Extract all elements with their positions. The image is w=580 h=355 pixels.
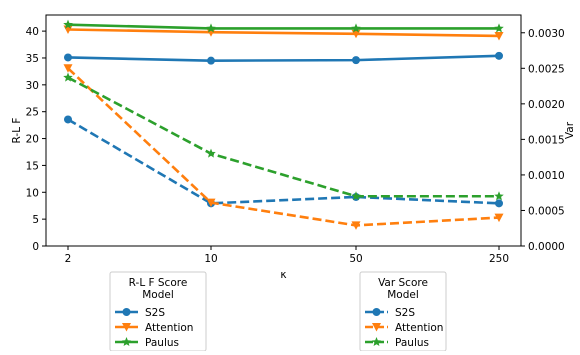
legend-item-label: Attention xyxy=(145,322,193,334)
data-point-attention xyxy=(494,31,504,41)
left-y-axis-label: R-L F xyxy=(11,118,23,144)
legend-marker xyxy=(121,337,132,347)
legend-title: Model xyxy=(387,289,419,301)
plot-frame xyxy=(45,14,522,247)
series-line-paulus-dashed xyxy=(67,76,499,198)
data-point-s2s xyxy=(495,199,503,208)
right-y-tick-label: 0.0000 xyxy=(528,241,565,253)
left-y-tick-label: 10 xyxy=(26,187,39,199)
right-y-tick-label: 0.0005 xyxy=(528,205,565,217)
series-line-attention-solid xyxy=(67,28,500,38)
axes-layer: 2 10 50 250 κ 0 5 10 15 20 25 30 35 40 R-L F 0.0000 0.00… xyxy=(11,14,576,281)
data-point-paulus xyxy=(206,23,216,33)
legend-marker xyxy=(372,323,381,332)
right-y-tick-label: 0.0020 xyxy=(528,99,565,111)
series-line-paulus-solid xyxy=(67,23,499,30)
data-point-paulus xyxy=(494,191,504,201)
right-y-tick-label: 0.0015 xyxy=(528,134,565,146)
right-y-tick-label: 0.0025 xyxy=(528,63,565,75)
legend-marker xyxy=(372,308,381,316)
data-point-paulus xyxy=(494,23,504,33)
legend-item-label: Attention xyxy=(395,322,443,334)
x-tick-label: 50 xyxy=(349,253,362,265)
series-line-attention-dashed xyxy=(67,67,500,227)
legend-marker xyxy=(371,337,382,347)
legend-title: R-L F Score xyxy=(129,277,188,289)
data-point-attention xyxy=(494,213,504,223)
data-point-s2s xyxy=(352,56,360,65)
data-point-s2s xyxy=(64,115,72,124)
series-line-s2s-dashed xyxy=(67,118,500,205)
x-tick-label: 10 xyxy=(204,253,217,265)
right-y-tick-label: 0.0010 xyxy=(528,170,565,182)
data-point-s2s xyxy=(64,53,72,62)
left-y-tick-label: 35 xyxy=(26,53,39,65)
x-axis-label: κ xyxy=(280,269,286,281)
legend-item-label: Paulus xyxy=(145,337,179,349)
data-point-attention xyxy=(206,198,216,208)
left-y-tick-label: 5 xyxy=(32,214,39,226)
series-line-s2s-solid xyxy=(67,54,500,62)
legend-marker xyxy=(122,308,131,316)
right-y-axis-label: Var xyxy=(564,121,576,139)
data-point-attention xyxy=(63,64,73,73)
left-y-tick-label: 20 xyxy=(26,134,39,146)
data-point-paulus xyxy=(63,19,73,29)
data-point-paulus xyxy=(206,148,216,158)
data-point-paulus xyxy=(351,191,361,201)
data-point-attention xyxy=(351,221,361,230)
series-layer xyxy=(63,19,504,230)
data-point-paulus xyxy=(63,72,73,82)
legend-item-label: Paulus xyxy=(395,337,429,349)
left-y-tick-label: 0 xyxy=(32,241,39,253)
legend-item-label: S2S xyxy=(395,307,415,319)
left-y-tick-label: 25 xyxy=(26,107,39,119)
right-y-tick-label: 0.0030 xyxy=(528,28,565,40)
x-tick-label: 2 xyxy=(65,253,72,265)
left-y-tick-label: 15 xyxy=(26,160,39,172)
data-point-paulus xyxy=(351,23,361,33)
left-y-tick-label: 40 xyxy=(26,26,39,38)
legend-item-label: S2S xyxy=(145,307,165,319)
data-point-s2s xyxy=(207,56,215,65)
legend-title: Var Score xyxy=(378,277,428,289)
left-y-tick-label: 30 xyxy=(26,80,39,92)
data-point-s2s xyxy=(495,51,503,60)
legend-title: Model xyxy=(142,289,174,301)
x-tick-label: 250 xyxy=(489,253,509,265)
legend-marker xyxy=(122,323,131,332)
